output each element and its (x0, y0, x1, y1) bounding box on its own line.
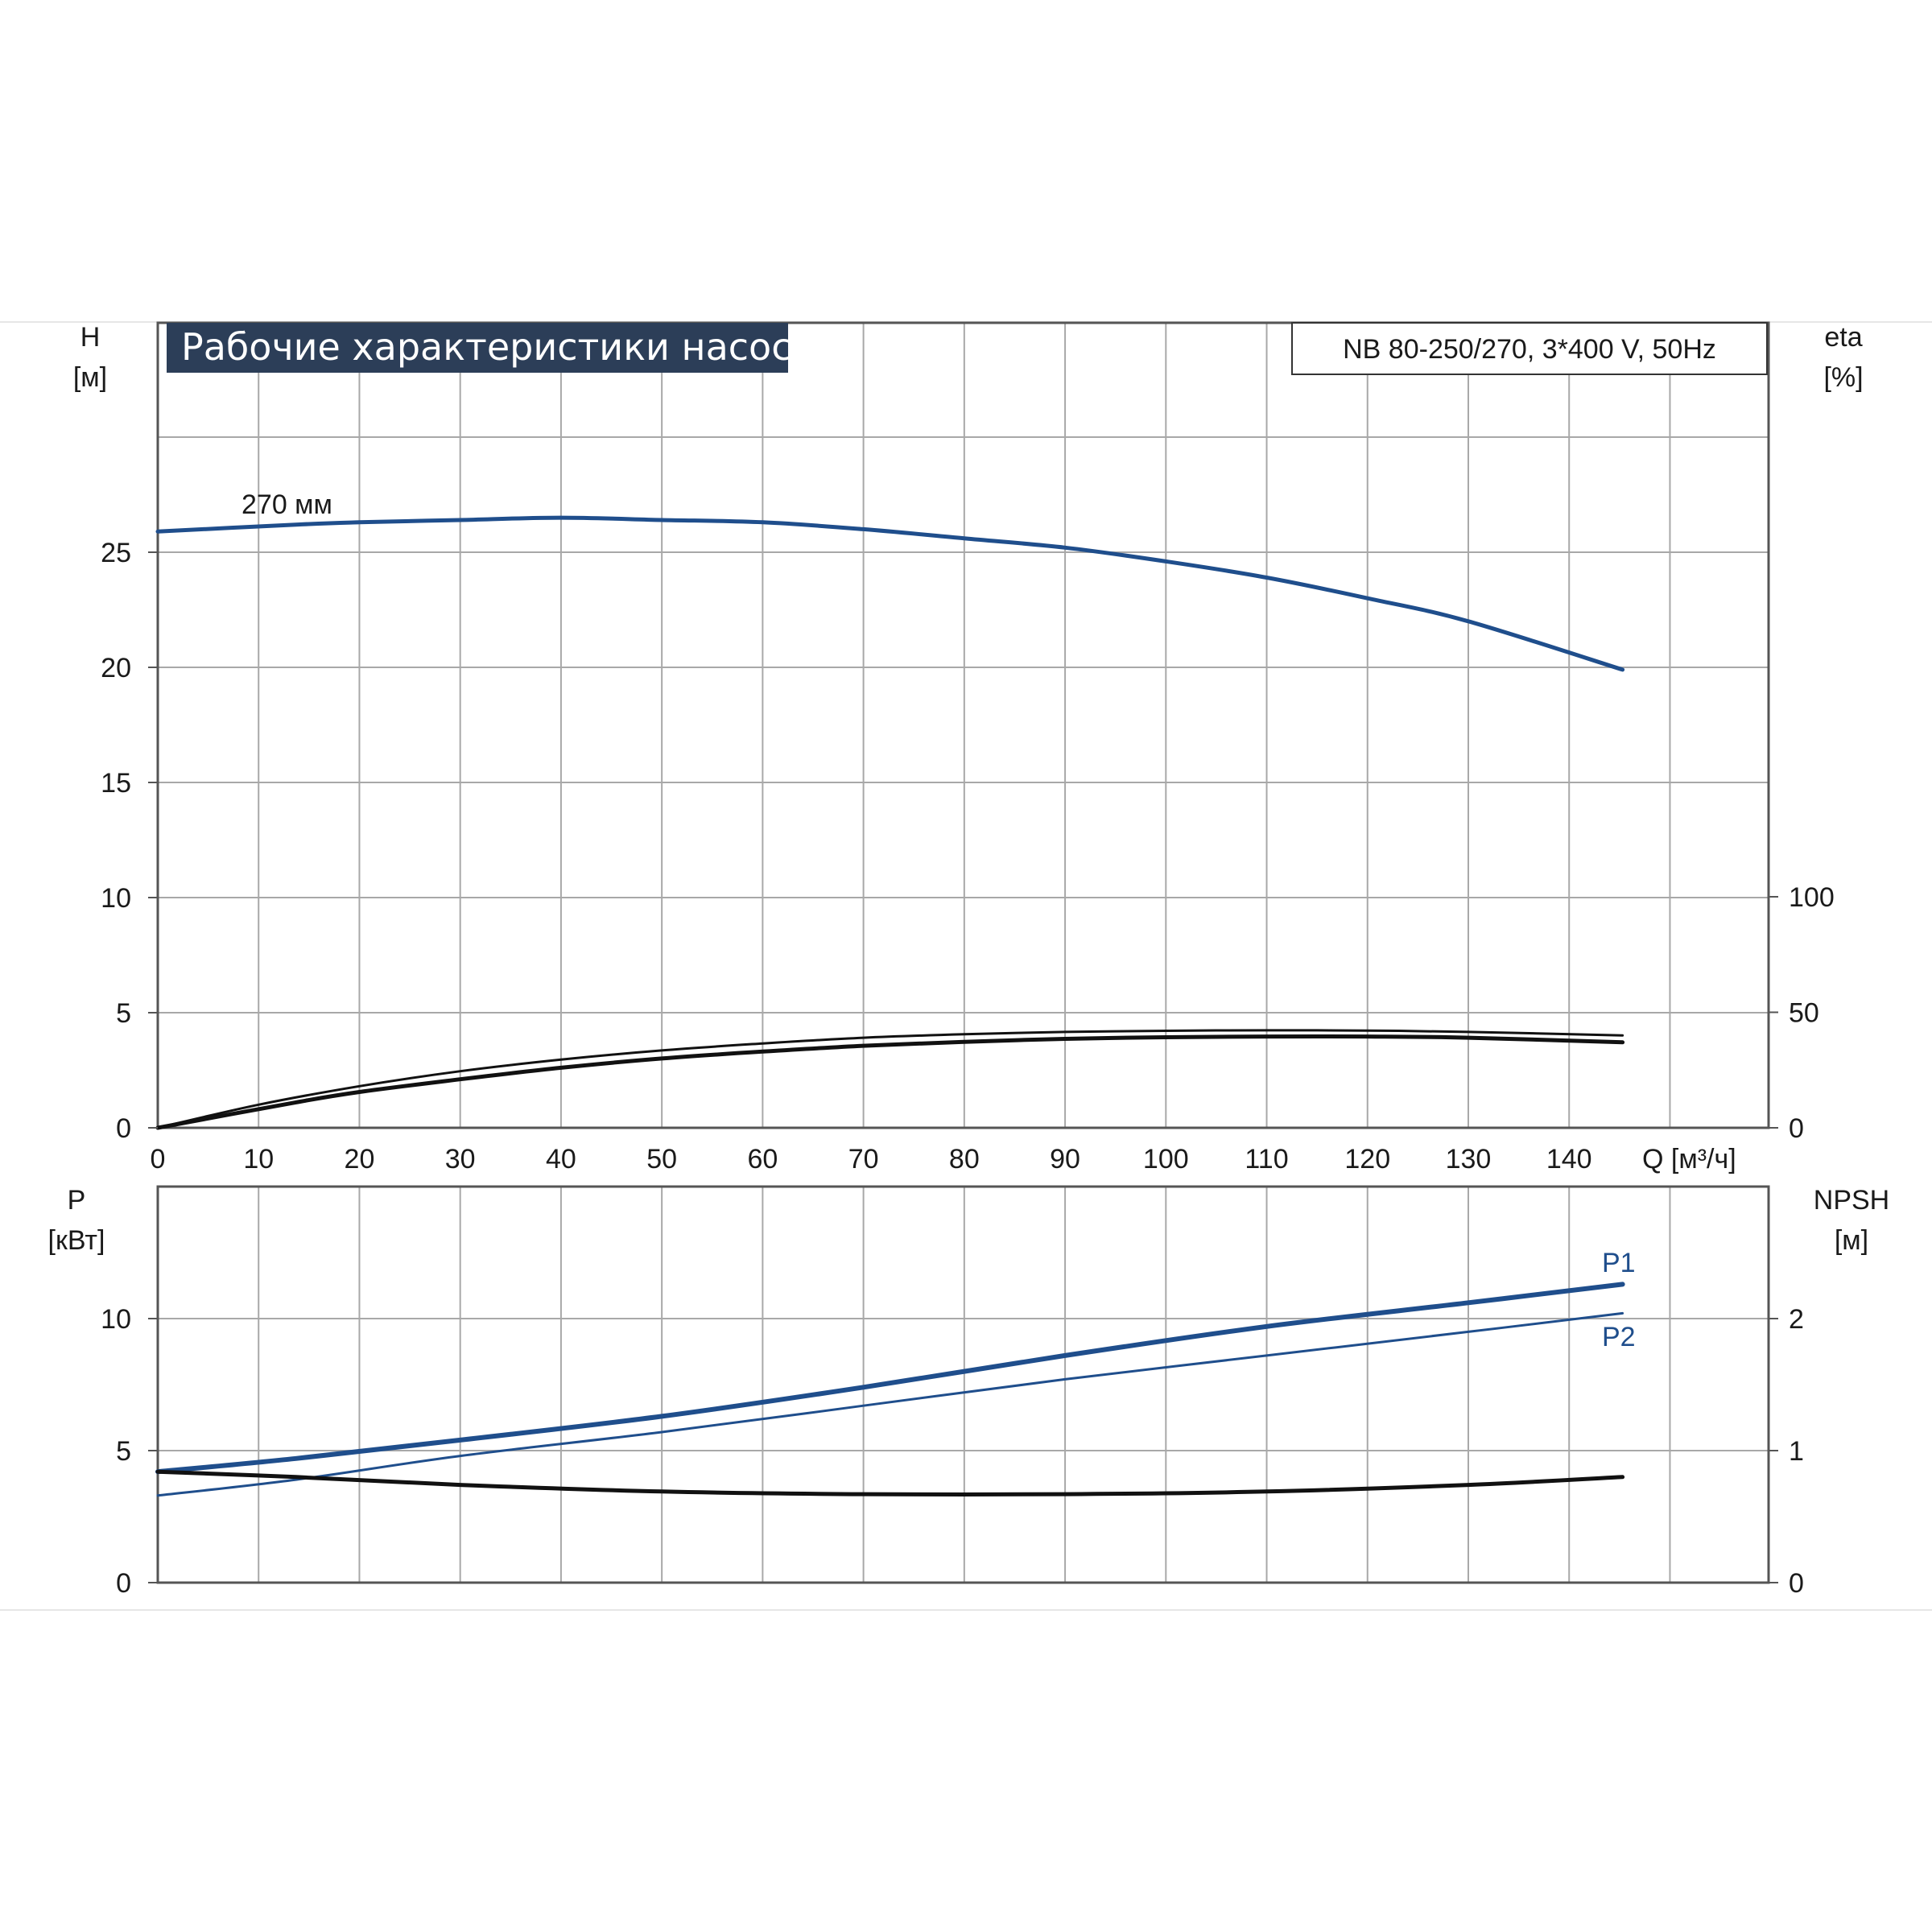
y-left-unit-h: [м] (73, 362, 107, 393)
y-right-tick-label: 0 (1789, 1113, 1804, 1144)
x-tick-label: 20 (345, 1144, 375, 1174)
y-left-tick-label: 5 (116, 998, 131, 1029)
top-plot-series (155, 515, 1625, 1130)
p-tick-label: 0 (116, 1568, 131, 1599)
y-left-label-p: P (68, 1185, 86, 1216)
p-tick-label: 10 (101, 1304, 131, 1335)
y-left-tick-label: 25 (101, 538, 131, 568)
model-box (1291, 322, 1768, 375)
y-right-tick-label: 50 (1789, 998, 1819, 1029)
x-axis-label: Q [м³/ч] (1642, 1144, 1736, 1174)
series-label-p2: P2 (1602, 1322, 1636, 1352)
y-left-tick-label: 20 (101, 653, 131, 683)
series-label-270mm: 270 мм (242, 489, 332, 520)
x-tick-label: 130 (1446, 1144, 1492, 1174)
x-tick-label: 60 (747, 1144, 778, 1174)
y-right-unit-eta: [%] (1823, 362, 1863, 393)
y-right-label-eta: eta (1824, 322, 1862, 353)
p-tick-label: 5 (116, 1436, 131, 1467)
y-left-tick-label: 0 (116, 1113, 131, 1144)
x-tick-label: 50 (646, 1144, 677, 1174)
y-right-label-npsh: NPSH (1814, 1185, 1889, 1216)
npsh-curve (155, 1469, 1625, 1497)
x-tick-label: 110 (1245, 1144, 1288, 1174)
npsh-tick-label: 0 (1789, 1568, 1804, 1599)
y-left-tick-label: 15 (101, 768, 131, 799)
x-tick-label: 140 (1546, 1144, 1592, 1174)
npsh-tick-label: 2 (1789, 1304, 1804, 1335)
y-left-unit-p: [кВт] (48, 1225, 105, 1256)
efficiency-curve-2 (155, 1034, 1625, 1130)
axis-tick-labels: 0 10 20 30 40 50 60 70 80 90 100 110 120 130 140051015… (101, 538, 1835, 1599)
y-left-label-h: H (80, 322, 101, 353)
power-curve-p1 (155, 1282, 1625, 1475)
bottom-plot-frame (156, 1185, 1770, 1584)
y-left-tick-label: 10 (101, 883, 131, 914)
bottom-plot-series (155, 1282, 1625, 1497)
x-tick-label: 40 (546, 1144, 576, 1174)
x-tick-label: 100 (1143, 1144, 1189, 1174)
head-curve-270mm (155, 515, 1625, 672)
y-right-tick-label: 100 (1789, 882, 1835, 913)
x-tick-label: 30 (445, 1144, 476, 1174)
power-curve-p2 (156, 1311, 1624, 1497)
chart-title: Рабочие характеристики насоса (181, 325, 815, 369)
bottom-plot-grid (158, 1187, 1769, 1583)
title-banner (167, 323, 788, 373)
model-label: NB 80-250/270, 3*400 V, 50Hz (1343, 334, 1716, 365)
x-tick-label: 90 (1050, 1144, 1080, 1174)
x-tick-label: 120 (1344, 1144, 1390, 1174)
x-tick-label: 0 (151, 1144, 166, 1174)
x-tick-label: 80 (949, 1144, 980, 1174)
series-label-p1: P1 (1602, 1248, 1636, 1278)
top-plot-frame (156, 321, 1770, 1129)
y-right-unit-npsh: [м] (1835, 1225, 1868, 1256)
npsh-tick-label: 1 (1789, 1436, 1804, 1467)
efficiency-curve-1 (156, 1029, 1624, 1129)
x-tick-label: 10 (243, 1144, 274, 1174)
x-tick-label: 70 (848, 1144, 879, 1174)
top-plot-grid (158, 323, 1769, 1128)
